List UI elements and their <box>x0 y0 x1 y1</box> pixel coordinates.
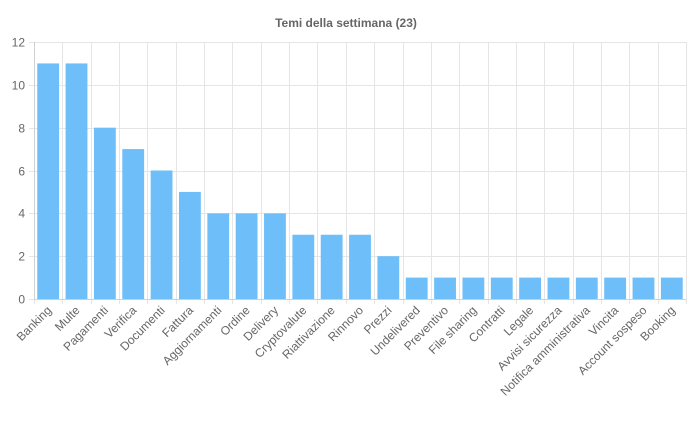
bar-preventivo[interactable] <box>434 277 456 299</box>
bar-booking[interactable] <box>660 277 683 299</box>
bar-banking[interactable] <box>37 63 60 299</box>
bar-verifica[interactable] <box>122 149 145 299</box>
x-tick-label: Banking <box>14 303 55 344</box>
bar-riattivazione[interactable] <box>320 234 343 299</box>
y-tick-label: 0 <box>18 293 25 307</box>
bar-legale[interactable] <box>519 277 541 299</box>
y-tick-label: 10 <box>12 79 26 93</box>
bar-file-sharing[interactable] <box>462 277 485 299</box>
y-tick-label: 4 <box>18 207 25 221</box>
bar-vincita[interactable] <box>604 277 627 299</box>
bar-rinnovo[interactable] <box>349 234 371 299</box>
bar-contratti[interactable] <box>490 277 513 299</box>
bar-avvisi-sicurezza[interactable] <box>547 277 570 299</box>
x-axis-ticks: BankingMultePagamentiVerificaDocumentiFa… <box>14 303 678 398</box>
y-tick-label: 8 <box>18 122 25 136</box>
grid <box>29 42 687 304</box>
y-axis-ticks: 0 2 4 6 8 10 12 <box>12 36 26 307</box>
bar-notifica-amministrativa[interactable] <box>575 277 598 299</box>
bar-prezzi[interactable] <box>377 256 400 299</box>
bar-account-sospeso[interactable] <box>632 277 655 299</box>
bar-multe[interactable] <box>65 63 88 299</box>
chart-title: Temi della settimana (23) <box>275 16 417 30</box>
bar-ordine[interactable] <box>235 213 258 299</box>
y-tick-label: 12 <box>12 36 26 50</box>
bar-aggiornamenti[interactable] <box>207 213 230 299</box>
bar-fattura[interactable] <box>179 191 201 299</box>
bars <box>37 63 683 300</box>
y-tick-label: 6 <box>18 165 25 179</box>
bar-documenti[interactable] <box>150 170 173 300</box>
bar-delivery[interactable] <box>264 213 286 299</box>
bar-undelivered[interactable] <box>405 277 428 299</box>
y-tick-label: 2 <box>18 250 25 264</box>
bar-cryptovalute[interactable] <box>292 234 315 299</box>
bar-pagamenti[interactable] <box>93 127 116 299</box>
